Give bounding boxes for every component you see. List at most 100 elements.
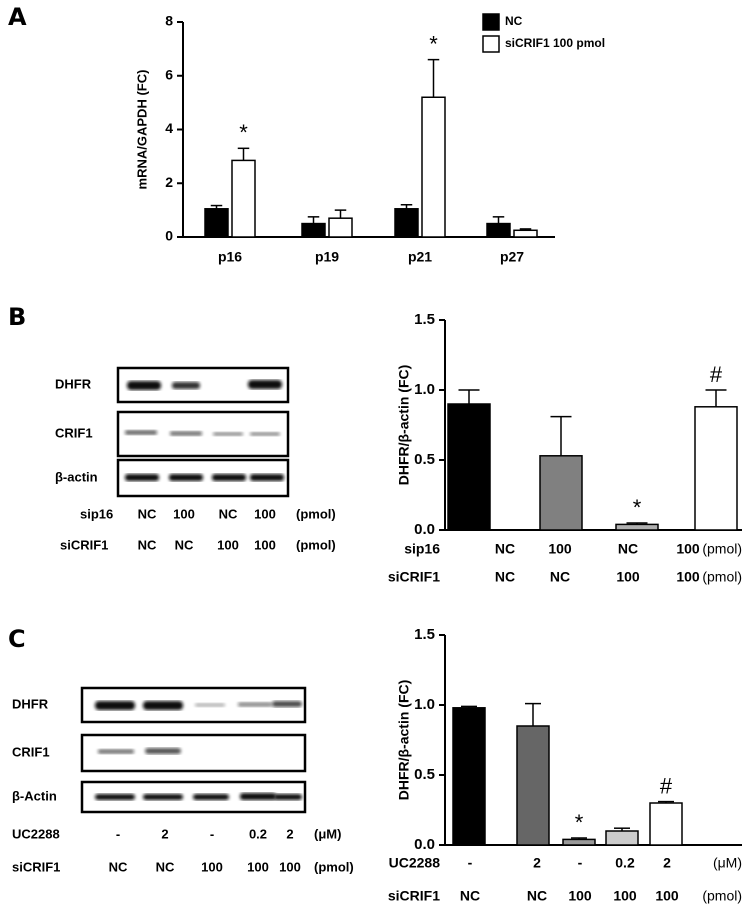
band [274,794,302,800]
blot-condition: 100 [247,859,269,874]
blot-condition: 100 [173,506,195,521]
blot-condition-title: siCRIF1 [60,537,108,552]
bar [447,403,491,531]
band [248,380,282,389]
y-axis-label: DHFR/β-actin (FC) [396,680,412,801]
y-tick-label: 0.5 [414,451,435,468]
band [212,474,246,481]
x-tick-label: p19 [315,249,339,265]
bar [204,208,229,238]
blot-condition: NC [109,859,128,874]
y-tick-label: 0.5 [414,766,435,783]
x-row-title: siCRIF1 [388,569,440,585]
band [238,702,272,707]
blot-condition: 2 [286,826,293,841]
x-row-title: UC2288 [389,855,441,871]
blot-row-label: CRIF1 [12,744,50,759]
y-tick-label: 1.5 [414,626,435,643]
x-tick-label: 100 [676,569,700,585]
blot-condition: 0.2 [249,826,267,841]
x-tick-label: 100 [548,541,572,557]
y-tick-label: 0 [165,228,173,244]
x-tick-label: 0.2 [615,855,635,871]
legend-swatch [482,35,500,53]
band [170,431,202,436]
y-tick-label: 1.0 [414,381,435,398]
panel-label: B [8,303,26,331]
bar [328,217,353,238]
x-tick-label: NC [460,888,480,904]
blot-c [80,686,307,814]
bar [301,222,326,238]
blot-condition: 2 [161,826,168,841]
blot-condition: 100 [279,859,301,874]
band [240,793,276,800]
panel-label: A [8,3,27,31]
legend-swatch [482,13,500,31]
x-tick-label: NC [495,569,515,585]
blot-condition: 100 [201,859,223,874]
blot-row-label: β-Actin [12,788,57,803]
blot-b [116,366,290,498]
blot-condition: NC [138,537,157,552]
blot-row-label: CRIF1 [55,425,93,440]
blot-condition-unit: (pmol) [296,506,336,521]
panel-label: C [8,625,26,653]
x-tick-label: p27 [500,249,524,265]
x-tick-label: - [468,855,473,871]
band [145,748,181,754]
blot-condition: NC [219,506,238,521]
y-tick-label: 4 [165,120,173,136]
x-tick-label: 2 [663,855,671,871]
bar [394,208,419,238]
x-row-title: siCRIF1 [388,888,440,904]
x-row-unit: (pmol) [702,888,742,904]
x-tick-label: NC [550,569,570,585]
blot-condition-unit: (pmol) [314,859,354,874]
band [127,381,161,390]
blot-condition: - [116,826,120,841]
x-tick-label: p21 [408,249,432,265]
y-tick-label: 6 [165,66,173,82]
x-row-unit: (μM) [713,855,742,871]
x-tick-label: NC [618,541,638,557]
x-row-unit: (pmol) [702,541,742,557]
band [169,474,203,481]
bar [486,222,511,238]
blot-condition-title: UC2288 [12,826,60,841]
blot-condition: NC [156,859,175,874]
significance-marker: # [710,362,723,387]
y-tick-label: 8 [165,13,173,29]
blot-condition: - [210,826,214,841]
bar [562,838,596,846]
blot-condition-title: siCRIF1 [12,859,60,874]
bar [539,455,583,531]
band [143,701,183,710]
x-row-unit: (pmol) [702,569,742,585]
blot-condition-unit: (pmol) [296,537,336,552]
blot-row-label: β-actin [55,469,98,484]
y-tick-label: 1.5 [414,311,435,328]
y-tick-label: 0.0 [414,836,435,853]
band [195,703,225,707]
band [213,432,243,436]
x-tick-label: 100 [616,569,640,585]
y-axis-label: DHFR/β-actin (FC) [396,365,412,486]
bar [513,229,538,238]
x-tick-label: 100 [613,888,637,904]
significance-marker: * [633,495,642,520]
y-axis-label: mRNA/GAPDH (FC) [134,70,149,190]
x-tick-label: 100 [655,888,679,904]
significance-marker: # [660,773,673,798]
x-tick-label: 100 [676,541,700,557]
x-tick-label: 100 [568,888,592,904]
blot-row-label: DHFR [12,696,49,711]
band [95,794,135,800]
band [125,474,159,481]
y-tick-label: 1.0 [414,696,435,713]
band [193,794,229,800]
band [143,794,183,800]
band [250,432,280,436]
x-tick-label: 2 [533,855,541,871]
